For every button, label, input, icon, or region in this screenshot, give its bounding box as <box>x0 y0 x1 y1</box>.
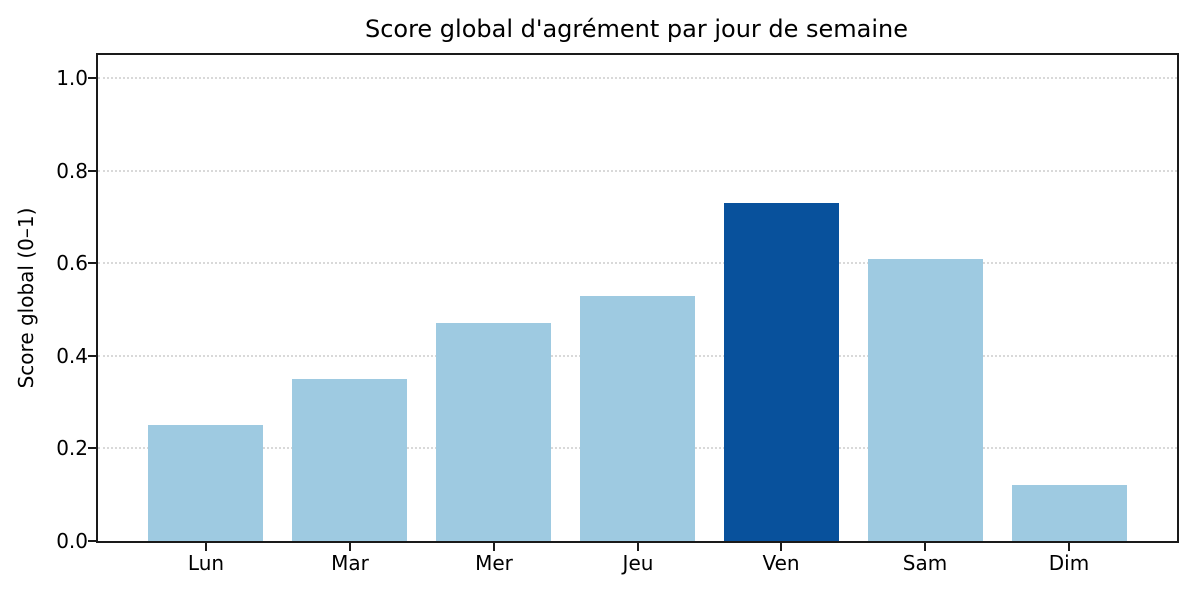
x-tick-mark-mer <box>493 543 495 551</box>
x-tick-label-lun: Lun <box>187 551 225 575</box>
x-tick-label-sam: Sam <box>902 551 948 575</box>
bar-ven <box>724 203 839 541</box>
y-tick-mark-0.2 <box>88 447 96 449</box>
bar-dim <box>1012 485 1127 541</box>
gridline-0.8 <box>98 169 1177 172</box>
y-tick-mark-0.8 <box>88 170 96 172</box>
y-tick-mark-0.0 <box>88 540 96 542</box>
chart-title: Score global d'agrément par jour de sema… <box>364 15 909 43</box>
x-tick-mark-dim <box>1068 543 1070 551</box>
y-tick-label-0.4: 0.4 <box>56 344 88 368</box>
bar-mer <box>436 323 551 541</box>
x-tick-label-mer: Mer <box>475 551 513 575</box>
bar-sam <box>868 259 983 541</box>
y-tick-label-1.0: 1.0 <box>56 66 88 90</box>
y-tick-mark-0.6 <box>88 262 96 264</box>
y-tick-mark-0.4 <box>88 355 96 357</box>
x-tick-label-ven: Ven <box>762 551 800 575</box>
bar-jeu <box>580 296 695 541</box>
x-tick-label-jeu: Jeu <box>622 551 654 575</box>
x-tick-mark-jeu <box>637 543 639 551</box>
y-tick-label-0.2: 0.2 <box>56 436 88 460</box>
bar-mar <box>292 379 407 541</box>
x-tick-mark-mar <box>349 543 351 551</box>
x-tick-mark-ven <box>780 543 782 551</box>
x-tick-label-dim: Dim <box>1048 551 1090 575</box>
x-tick-label-mar: Mar <box>331 551 369 575</box>
gridline-0.6 <box>98 262 1177 265</box>
y-tick-label-0.8: 0.8 <box>56 159 88 183</box>
y-tick-label-0.6: 0.6 <box>56 251 88 275</box>
bar-lun <box>148 425 263 541</box>
y-tick-mark-1.0 <box>88 77 96 79</box>
x-tick-mark-lun <box>205 543 207 551</box>
plot-area <box>96 53 1179 543</box>
y-tick-label-0.0: 0.0 <box>56 529 88 553</box>
gridline-1.0 <box>98 77 1177 80</box>
x-tick-mark-sam <box>924 543 926 551</box>
